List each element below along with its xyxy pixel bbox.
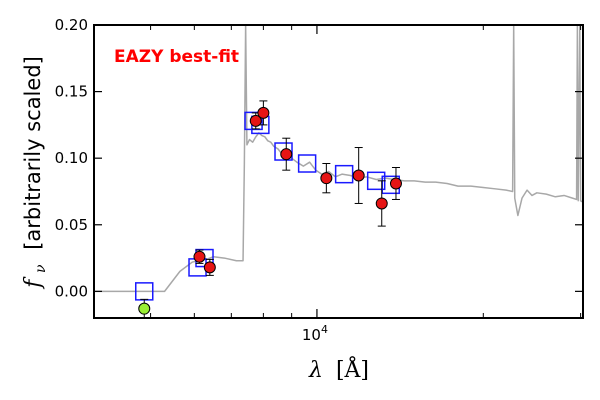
y-tick-label: 0.00 [55, 282, 88, 300]
model-flux-marker [334, 164, 354, 184]
y-tick-label: 0.05 [55, 216, 88, 234]
y-axis-title: f ν [arbitrarily scaled] [21, 56, 50, 290]
y-axis-subscript: ν [33, 264, 49, 273]
model-spectrum-line [94, 25, 583, 293]
upper-limit-point [138, 302, 151, 315]
x-axis-unit: [Å] [336, 355, 369, 383]
observed-flux-point [193, 250, 206, 263]
observed-flux-point [320, 172, 333, 185]
axes-frame [93, 24, 584, 319]
x-tick-label: 104 [302, 323, 328, 344]
model-flux-marker [297, 154, 317, 173]
y-axis-symbol: f [21, 276, 46, 290]
model-flux-marker [244, 111, 263, 131]
y-axis-text: [arbitrarily scaled] [21, 56, 45, 250]
y-tick-label: 0.10 [55, 149, 88, 167]
annotation-label: EAZY best-fit [114, 47, 239, 67]
y-tick-label: 0.15 [55, 83, 88, 101]
tick-labels: 0.00 0.05 0.10 0.15 0.20 104 [55, 16, 328, 344]
observed-flux-point [280, 148, 293, 161]
plot-area [94, 25, 583, 318]
observed-flux-point [249, 114, 262, 127]
axes-ticks [94, 24, 583, 318]
y-tick-label: 0.20 [55, 16, 88, 34]
observed-flux-point [375, 197, 388, 210]
observed-flux-point [389, 177, 402, 190]
svg-text:λ [Å]: λ [Å] [308, 355, 369, 383]
model-flux-marker [274, 142, 293, 161]
x-axis-title: λ [Å] [308, 355, 369, 383]
observed-flux-point [352, 169, 365, 182]
svg-text:f ν [arbitrarily s: f ν [arbitrarily scaled] [21, 56, 50, 290]
x-axis-symbol: λ [308, 358, 323, 383]
observed-flux-point [203, 261, 216, 274]
observed-flux-point [257, 106, 270, 119]
